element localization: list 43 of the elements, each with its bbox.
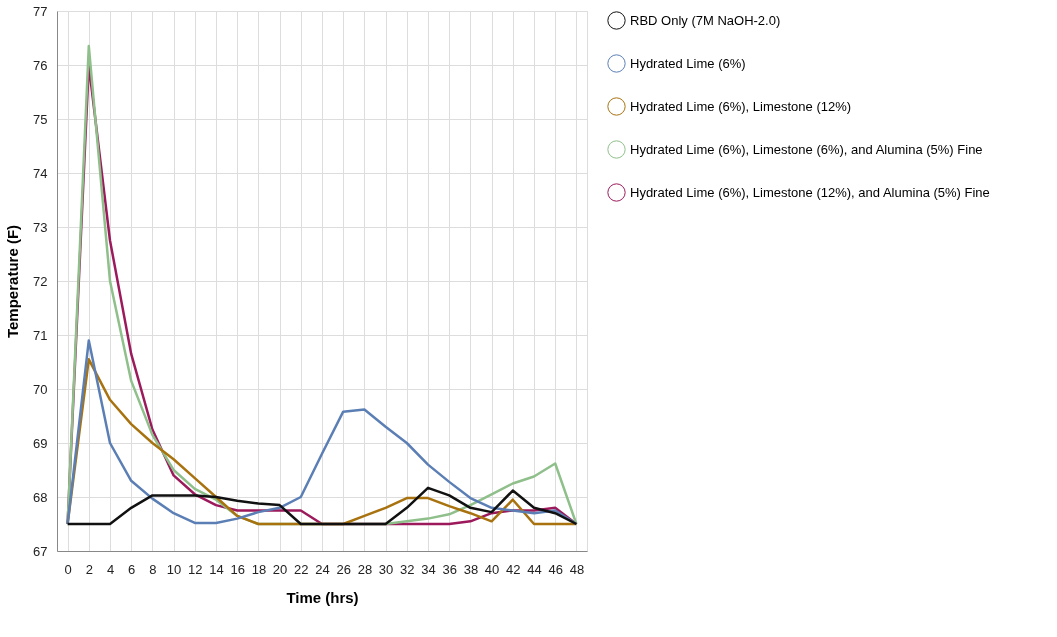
x-tick-label: 0 [64, 561, 72, 577]
y-axis-title: Temperature (F) [4, 224, 22, 339]
y-tick-label: 76 [33, 57, 48, 73]
x-tick-label: 10 [166, 561, 182, 577]
x-tick-label: 28 [357, 561, 373, 577]
y-tick-label: 71 [33, 327, 48, 343]
y-tick-label: 70 [33, 381, 48, 397]
x-tick-label: 38 [463, 561, 479, 577]
y-tick-label: 77 [33, 3, 48, 19]
y-tick-label: 67 [33, 543, 48, 559]
y-tick-label: 74 [33, 165, 48, 181]
x-tick-label: 46 [548, 561, 563, 577]
legend-label: Hydrated Lime (6%), Limestone (6%), and Alumina (5%) Fine [630, 141, 983, 157]
y-tick-label: 69 [33, 435, 48, 451]
x-tick-label: 12 [188, 561, 203, 577]
x-tick-label: 14 [209, 561, 224, 577]
x-tick-label: 32 [400, 561, 415, 577]
legend-label: Hydrated Lime (6%), Limestone (12%), and Alumina (5%) Fine [630, 184, 990, 200]
x-tick-label: 20 [272, 561, 288, 577]
y-tick-label: 75 [33, 111, 48, 127]
x-tick-label: 26 [336, 561, 351, 577]
x-tick-label: 34 [421, 561, 436, 577]
x-tick-label: 24 [315, 561, 330, 577]
legend-label: Hydrated Lime (6%) [630, 55, 746, 71]
y-tick-label: 72 [33, 273, 48, 289]
x-tick-label: 18 [251, 561, 267, 577]
x-tick-label: 30 [378, 561, 394, 577]
legend-label: Hydrated Lime (6%), Limestone (12%) [630, 98, 852, 114]
x-tick-label: 40 [484, 561, 500, 577]
x-tick-label: 42 [506, 561, 521, 577]
x-tick-label: 48 [569, 561, 585, 577]
x-tick-label: 2 [85, 561, 93, 577]
x-tick-label: 6 [128, 561, 136, 577]
x-tick-label: 8 [149, 561, 157, 577]
x-tick-label: 16 [230, 561, 245, 577]
x-axis-title: Time (hrs) [286, 588, 359, 606]
y-tick-label: 73 [33, 219, 48, 235]
x-tick-label: 22 [294, 561, 309, 577]
x-tick-label: 4 [106, 561, 115, 577]
x-tick-label: 44 [527, 561, 542, 577]
x-tick-label: 36 [442, 561, 457, 577]
legend-label: RBD Only (7M NaOH-2.0) [630, 12, 781, 28]
y-tick-label: 68 [33, 489, 48, 505]
